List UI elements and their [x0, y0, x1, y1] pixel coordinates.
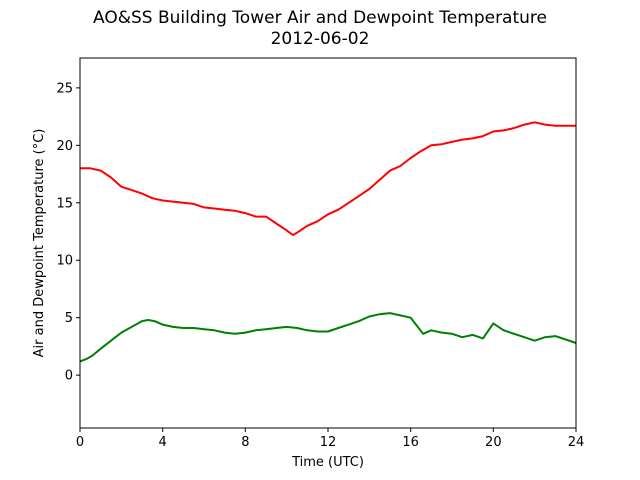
x-tick-label: 12: [320, 435, 337, 450]
series-line-2: [79, 312, 577, 363]
series-layer: [79, 121, 577, 363]
y-tick-label: 25: [56, 81, 73, 96]
plot-area: [80, 58, 576, 428]
y-axis-label: Air and Dewpoint Temperature (°C): [32, 129, 47, 358]
chart-title: AO&SS Building Tower Air and Dewpoint Te…: [92, 8, 547, 28]
x-tick-label: 16: [402, 435, 419, 450]
x-tick-label: 24: [568, 435, 585, 450]
series-line-1: [80, 121, 576, 236]
y-tick-label: 0: [65, 369, 73, 384]
y-tick-label: 5: [65, 311, 73, 326]
x-tick-label: 4: [159, 435, 167, 450]
y-tick-label: 10: [56, 254, 73, 269]
x-tick-label: 0: [76, 435, 84, 450]
y-tick-label: 15: [56, 196, 73, 211]
x-tick-label: 20: [485, 435, 502, 450]
plot-background: [80, 58, 576, 428]
x-tick-label: 8: [241, 435, 249, 450]
x-axis-label: Time (UTC): [291, 455, 364, 470]
y-tick-label: 20: [56, 139, 73, 154]
chart-subtitle: 2012-06-02: [270, 29, 370, 49]
axes-layer: 0 4 8 12 16 20 24 0 5 10 15 20 25: [56, 57, 585, 450]
